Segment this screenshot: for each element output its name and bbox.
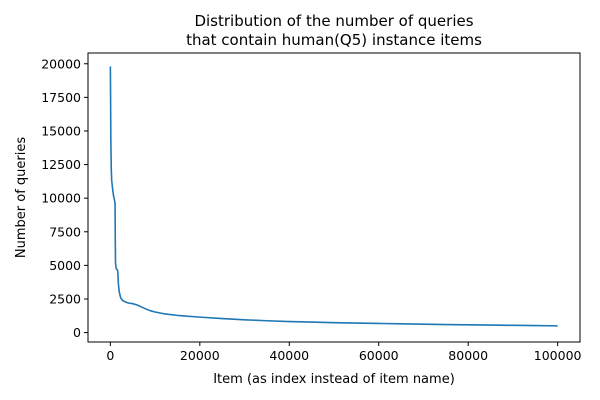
plot-area xyxy=(109,66,558,327)
y-tick-label-0: 0 xyxy=(73,325,81,340)
y-tick-label-1: 2500 xyxy=(49,291,81,306)
x-axis-ticks: 0 20000 40000 60000 80000 100000 xyxy=(106,342,582,363)
y-axis-ticks: 0 2500 5000 7500 10000 12500 15000 17500 20000 xyxy=(41,56,88,340)
chart-title-line-2: that contain human(Q5) instance items xyxy=(186,31,482,49)
y-tick-label-6: 15000 xyxy=(41,123,81,138)
y-tick-label-7: 17500 xyxy=(41,90,81,105)
x-tick-label-3: 60000 xyxy=(359,348,399,363)
x-axis-label: Item (as index instead of item name) xyxy=(213,372,455,387)
x-tick-label-0: 0 xyxy=(106,348,114,363)
y-tick-label-4: 10000 xyxy=(41,191,81,206)
y-tick-label-2: 5000 xyxy=(49,258,81,273)
x-tick-label-1: 20000 xyxy=(180,348,220,363)
x-tick-label-5: 100000 xyxy=(534,348,582,363)
x-tick-label-2: 40000 xyxy=(269,348,309,363)
series-line-0 xyxy=(109,66,558,327)
y-tick-label-5: 12500 xyxy=(41,157,81,172)
x-tick-label-4: 80000 xyxy=(448,348,488,363)
chart-title-line-1: Distribution of the number of queries xyxy=(194,12,473,30)
plot-frame xyxy=(87,52,581,343)
y-axis-label: Number of queries xyxy=(14,137,29,258)
y-tick-label-3: 7500 xyxy=(49,224,81,239)
y-tick-label-8: 20000 xyxy=(41,56,81,71)
